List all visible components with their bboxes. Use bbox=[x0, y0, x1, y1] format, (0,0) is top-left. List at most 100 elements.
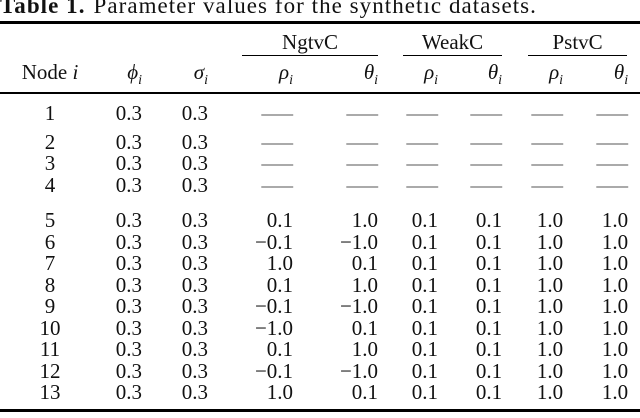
value-cell: — bbox=[568, 152, 640, 175]
dash-placeholder: — bbox=[470, 172, 503, 197]
dash-placeholder: — bbox=[531, 101, 564, 125]
value-cell: 0.1 bbox=[266, 272, 294, 297]
value-cell: 0.3 bbox=[181, 358, 209, 383]
group-label-ngtvc: NgtvC bbox=[242, 31, 379, 56]
value-cell: 1.0 bbox=[536, 229, 564, 254]
value-cell: 1.0 bbox=[351, 337, 379, 361]
col-header-rho-ngtvc: ρi bbox=[213, 56, 299, 94]
node-cell: 2 bbox=[44, 129, 56, 154]
value-cell: 0.3 bbox=[181, 380, 209, 404]
node-cell: 4 bbox=[44, 172, 56, 197]
col-header-theta-pstvc: θi bbox=[568, 56, 640, 94]
value-cell: — bbox=[443, 172, 507, 197]
dash-placeholder: — bbox=[261, 151, 294, 175]
value-cell: — bbox=[213, 174, 298, 197]
dash-placeholder: — bbox=[470, 151, 503, 175]
value-cell: 0.1 bbox=[411, 380, 439, 404]
value-cell: 0.3 bbox=[115, 172, 142, 197]
group-header-weakc: WeakC bbox=[383, 23, 507, 56]
value-cell: 0.3 bbox=[181, 315, 209, 340]
value-cell: 0.1 bbox=[411, 229, 439, 254]
caption-text: Parameter values for the synthetic datas… bbox=[93, 0, 537, 18]
value-cell: 1.0 bbox=[536, 294, 564, 318]
group-header-ngtvc: NgtvC bbox=[213, 23, 383, 56]
table-row: 11 0.3 0.3 0.1 1.0 0.1 0.1 1.0 1.0 bbox=[0, 337, 640, 361]
value-cell: 0.3 bbox=[181, 129, 209, 154]
value-cell: — bbox=[213, 151, 298, 175]
value-cell: 0.1 bbox=[475, 294, 503, 318]
dash-placeholder: — bbox=[346, 101, 379, 125]
value-cell: 0.1 bbox=[475, 380, 503, 404]
dash-placeholder: — bbox=[531, 172, 564, 197]
value-cell: 0.1 bbox=[411, 208, 439, 232]
table-row: 7 0.3 0.3 1.0 0.1 0.1 0.1 1.0 1.0 bbox=[0, 251, 640, 275]
value-cell: 0.3 bbox=[181, 172, 209, 197]
dash-placeholder: — bbox=[346, 151, 379, 175]
table-row: 3 0.3 0.3 — — — — — — bbox=[0, 151, 640, 175]
caption-label: Table 1. bbox=[0, 0, 86, 18]
value-cell: 0.1 bbox=[411, 315, 439, 340]
group-label-weakc: WeakC bbox=[403, 31, 503, 56]
node-cell: 3 bbox=[44, 151, 56, 175]
node-cell: 7 bbox=[44, 251, 56, 275]
value-cell: 0.1 bbox=[475, 358, 503, 383]
value-cell: 0.1 bbox=[411, 358, 439, 383]
value-cell: 1.0 bbox=[351, 272, 379, 297]
dash-placeholder: — bbox=[470, 101, 503, 125]
value-cell: 0.3 bbox=[115, 129, 142, 154]
value-cell: — bbox=[507, 151, 568, 175]
value-cell: 1.0 bbox=[536, 358, 564, 383]
value-cell: 0.3 bbox=[181, 337, 209, 361]
value-cell: 0.3 bbox=[181, 272, 209, 297]
value-cell: 0.3 bbox=[181, 151, 209, 175]
dash-placeholder: — bbox=[531, 129, 564, 154]
parameter-table: NgtvC WeakC PstvC Node i ϕi σi ρi θi ρi … bbox=[0, 21, 640, 412]
value-cell: 1.0 bbox=[601, 358, 629, 383]
table-row: 5 0.3 0.3 0.1 1.0 0.1 0.1 1.0 1.0 bbox=[0, 208, 640, 232]
value-cell: 1.0 bbox=[536, 380, 564, 404]
value-cell: 1.0 bbox=[536, 208, 564, 232]
value-cell: — bbox=[507, 129, 568, 154]
table-row: 12 0.3 0.3 −0.1 −1.0 0.1 0.1 1.0 1.0 bbox=[0, 358, 640, 383]
value-cell: 0.3 bbox=[115, 337, 142, 361]
value-cell: — bbox=[298, 174, 383, 197]
value-cell: — bbox=[213, 131, 298, 154]
value-cell: −1.0 bbox=[339, 294, 379, 318]
value-cell: 0.1 bbox=[475, 337, 503, 361]
dash-placeholder: — bbox=[531, 151, 564, 175]
dash-placeholder: — bbox=[470, 129, 503, 154]
col-header-phi: ϕi bbox=[100, 56, 147, 94]
dash-placeholder: — bbox=[596, 101, 629, 125]
value-cell: 0.1 bbox=[411, 272, 439, 297]
value-cell: −1.0 bbox=[254, 315, 294, 340]
value-cell: — bbox=[298, 93, 383, 125]
value-cell: 0.1 bbox=[351, 251, 379, 275]
table-row: 4 0.3 0.3 — — — — — — bbox=[0, 172, 640, 197]
value-cell: 0.3 bbox=[115, 101, 142, 125]
value-cell: 0.3 bbox=[115, 229, 142, 254]
value-cell: 0.1 bbox=[475, 229, 503, 254]
value-cell: 1.0 bbox=[601, 315, 629, 340]
value-cell: 0.3 bbox=[115, 272, 142, 297]
value-cell: 1.0 bbox=[266, 251, 294, 275]
value-cell: 0.3 bbox=[181, 229, 209, 254]
value-cell: 1.0 bbox=[536, 337, 564, 361]
value-cell: 1.0 bbox=[266, 380, 294, 404]
value-cell: 0.3 bbox=[181, 101, 209, 125]
col-header-sigma: σi bbox=[147, 56, 214, 94]
group-header-row: NgtvC WeakC PstvC bbox=[0, 23, 640, 56]
value-cell: −0.1 bbox=[254, 294, 294, 318]
table-row: 10 0.3 0.3 −1.0 0.1 0.1 0.1 1.0 1.0 bbox=[0, 315, 640, 340]
node-label: Node bbox=[21, 60, 68, 84]
value-cell: — bbox=[298, 131, 383, 154]
value-cell: 1.0 bbox=[601, 229, 629, 254]
value-cell: 1.0 bbox=[601, 294, 629, 318]
value-cell: — bbox=[383, 131, 443, 154]
col-header-node: Node i bbox=[0, 56, 100, 94]
value-cell: −1.0 bbox=[339, 229, 379, 254]
table-row: 8 0.3 0.3 0.1 1.0 0.1 0.1 1.0 1.0 bbox=[0, 272, 640, 297]
node-cell: 11 bbox=[39, 337, 61, 361]
col-header-rho-pstvc: ρi bbox=[507, 56, 569, 94]
node-cell: 6 bbox=[44, 229, 56, 254]
table-row: 9 0.3 0.3 −0.1 −1.0 0.1 0.1 1.0 1.0 bbox=[0, 294, 640, 318]
